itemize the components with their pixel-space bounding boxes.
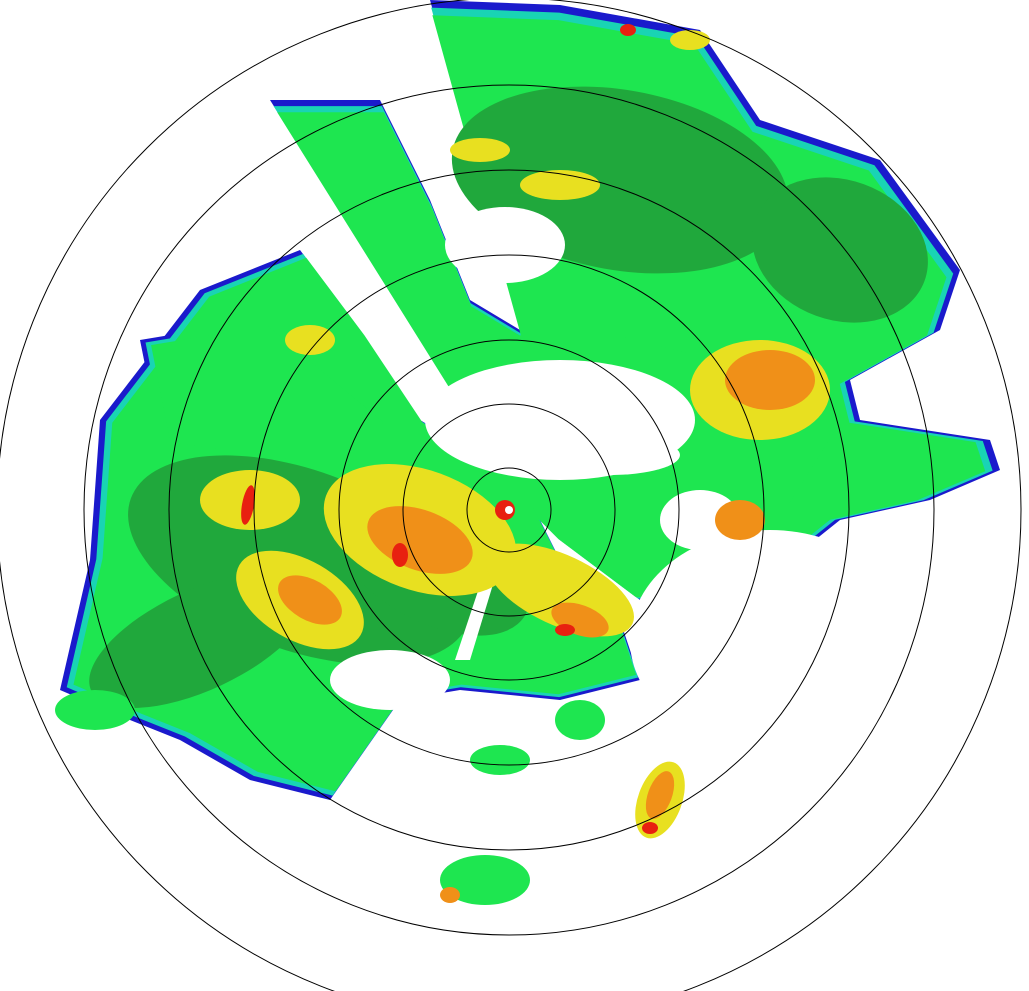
isolated-echo-cell bbox=[55, 690, 135, 730]
echo-cell-red bbox=[555, 624, 575, 636]
isolated-echo-cell bbox=[440, 855, 530, 905]
reflectivity-echoes bbox=[55, 0, 1000, 905]
isolated-echo-cell bbox=[620, 24, 636, 36]
isolated-echo-cell bbox=[670, 30, 710, 50]
range-ring bbox=[168, 169, 850, 851]
echo-dark-green bbox=[752, 177, 928, 323]
no-echo-area bbox=[660, 490, 740, 550]
range-ring bbox=[83, 84, 935, 936]
radar-site-center bbox=[505, 506, 513, 514]
no-echo-area bbox=[630, 530, 910, 750]
echo-cell-red bbox=[392, 543, 408, 567]
range-ring bbox=[338, 339, 680, 681]
no-echo-area bbox=[540, 435, 680, 475]
echo-cell-yellow bbox=[520, 170, 600, 200]
range-ring bbox=[253, 254, 765, 766]
no-echo-area bbox=[445, 207, 565, 283]
echo-cell-orange bbox=[645, 771, 675, 819]
echo-cell-yellow bbox=[450, 138, 510, 162]
no-echo-area bbox=[330, 650, 450, 710]
isolated-echo-cell bbox=[440, 887, 460, 903]
echo-field-green bbox=[277, 112, 840, 598]
echo-cell-orange bbox=[278, 575, 342, 625]
range-ring bbox=[402, 403, 616, 617]
isolated-echo-cell bbox=[555, 700, 605, 740]
echo-cell-red bbox=[642, 822, 658, 834]
echo-cell-orange bbox=[725, 350, 815, 410]
echo-cell-orange bbox=[715, 500, 765, 540]
echo-cell-red bbox=[241, 485, 255, 525]
echo-cell-yellow bbox=[285, 325, 335, 355]
range-ring bbox=[466, 467, 552, 553]
isolated-echo-cell bbox=[470, 745, 530, 775]
echo-field-green bbox=[151, 325, 384, 462]
